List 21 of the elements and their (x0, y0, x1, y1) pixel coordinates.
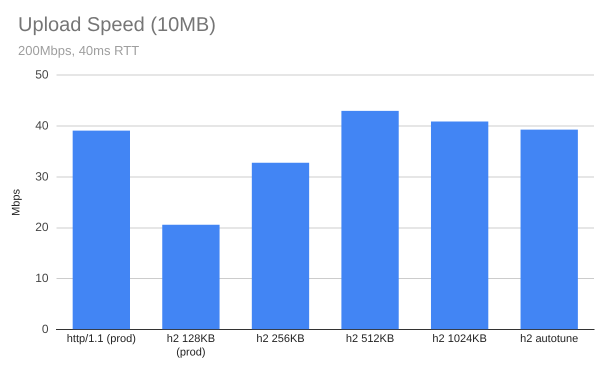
y-tick-label: 40 (35, 118, 49, 132)
bar (520, 130, 578, 330)
y-tick-label: 30 (35, 169, 49, 184)
chart-subtitle: 200Mbps, 40ms RTT (18, 43, 140, 58)
x-tick-label: h2 1024KB (432, 333, 487, 346)
y-axis-title: Mbps (10, 188, 23, 216)
x-tick-label: h2 512KB (346, 333, 394, 346)
x-tick-label: h2 autotune (520, 333, 578, 346)
y-tick-label: 50 (35, 68, 49, 82)
chart-title: Upload Speed (10MB) (18, 14, 216, 37)
y-tick-label: 10 (35, 271, 49, 286)
x-tick-label: http/1.1 (prod) (66, 333, 136, 346)
bar (162, 224, 220, 330)
x-tick-label: h2 128KB (prod) (166, 333, 216, 358)
y-tick-label: 0 (42, 322, 49, 336)
x-tick-label: h2 256KB (256, 333, 305, 346)
y-tick-label: 20 (35, 220, 49, 234)
bar (341, 110, 399, 330)
bar (252, 162, 310, 330)
bar (430, 122, 488, 330)
bar (72, 130, 130, 330)
